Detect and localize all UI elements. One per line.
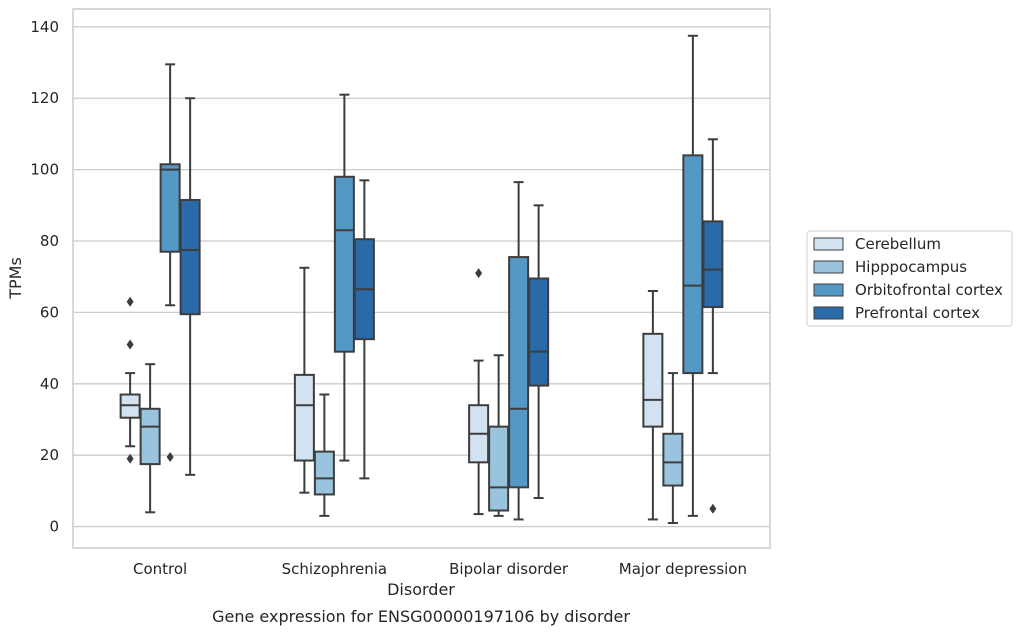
box-hipppocampus — [139, 363, 161, 514]
box-body — [333, 175, 355, 353]
y-tick-label: 0 — [49, 518, 59, 536]
box-body — [662, 432, 684, 487]
box-cerebellum — [293, 266, 315, 494]
box-hipppocampus — [313, 393, 335, 517]
box-prefrontal-cortex — [702, 138, 724, 514]
outlier-point — [709, 503, 717, 514]
x-axis-ticks: Control Schizophrenia Bipolar disorder Majo… — [133, 560, 747, 578]
y-axis-label: TPMs — [6, 257, 25, 300]
legend-label: Orbitofrontal cortex — [855, 281, 1003, 299]
outlier-point — [475, 268, 483, 279]
legend-label: Cerebellum — [855, 235, 941, 253]
box-body — [702, 220, 724, 309]
box-orbitofrontal-cortex — [333, 93, 355, 462]
x-axis-label: Disorder — [387, 580, 455, 599]
box-body — [488, 425, 510, 512]
outlier-point — [126, 453, 134, 464]
box-body — [682, 154, 704, 375]
x-tick-label: Major depression — [619, 560, 747, 578]
y-tick-label: 120 — [30, 89, 59, 107]
box-cerebellum — [468, 268, 490, 516]
box-cerebellum — [119, 296, 141, 464]
box-body — [179, 198, 201, 316]
y-tick-label: 60 — [40, 303, 59, 321]
box-hipppocampus — [662, 372, 684, 525]
legend-swatch — [813, 283, 844, 297]
box-body — [508, 256, 530, 489]
x-tick-label: Control — [133, 560, 187, 578]
x-tick-label: Schizophrenia — [282, 560, 387, 578]
legend-swatch — [813, 260, 844, 274]
outlier-point — [126, 339, 134, 350]
box-groups — [119, 34, 724, 525]
outlier-point — [126, 296, 134, 307]
box-prefrontal-cortex — [528, 204, 550, 500]
box-body — [313, 450, 335, 496]
box-orbitofrontal-cortex — [508, 181, 530, 521]
box-cerebellum — [642, 289, 664, 521]
figure-caption: Gene expression for ENSG00000197106 by d… — [212, 607, 630, 626]
legend-label: Prefrontal cortex — [855, 304, 980, 322]
y-tick-label: 40 — [40, 375, 59, 393]
x-tick-label: Bipolar disorder — [449, 560, 569, 578]
box-body — [642, 332, 664, 428]
box-orbitofrontal-cortex — [682, 34, 704, 517]
y-axis-ticks: 0 20 40 60 80 100 120 140 — [30, 18, 59, 536]
outlier-point — [166, 451, 174, 462]
box-orbitofrontal-cortex — [159, 63, 181, 462]
legend-swatch — [813, 306, 844, 320]
legend-label: Hipppocampus — [855, 258, 967, 276]
legend-swatch — [813, 237, 844, 251]
y-tick-label: 80 — [40, 232, 59, 250]
box-body — [293, 373, 315, 462]
y-tick-label: 140 — [30, 18, 59, 36]
y-tick-label: 20 — [40, 446, 59, 464]
legend-frame — [806, 230, 1013, 327]
legend: Cerebellum Hipppocampus Orbitofrontal cort… — [806, 230, 1013, 327]
box-prefrontal-cortex — [353, 179, 375, 480]
y-tick-label: 100 — [30, 161, 59, 179]
box-body — [139, 407, 161, 466]
box-prefrontal-cortex — [179, 97, 201, 476]
box-body — [159, 163, 181, 253]
box-body — [528, 277, 550, 387]
